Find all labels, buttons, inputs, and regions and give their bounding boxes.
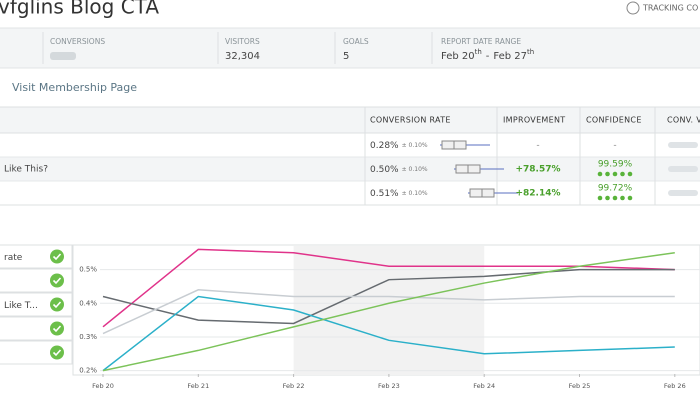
stat-label: REPORT DATE RANGE [441, 37, 521, 46]
series-line [102, 289, 675, 335]
confidence-dot [612, 171, 618, 177]
y-tick-label: 0.5% [79, 266, 97, 274]
x-tick-label: Feb 23 [378, 382, 400, 390]
rate: 0.51% [370, 189, 399, 199]
x-tick-label: Feb 22 [283, 382, 305, 390]
confidence-dot [627, 171, 633, 177]
variation-label: Like T... [4, 301, 38, 311]
column-header: CONV. VISITO [667, 116, 700, 125]
date-range: Feb 20th - Feb 27th [441, 48, 534, 62]
improvement: +82.14% [515, 189, 560, 199]
check-toggle[interactable] [50, 273, 64, 288]
confidence-dot [627, 195, 633, 201]
confidence: 99.59% [598, 160, 633, 170]
stats-band [0, 28, 700, 68]
range-start: Feb 20 [441, 51, 475, 62]
check-icon [52, 301, 62, 309]
x-tick-label: Feb 26 [664, 382, 686, 390]
check-toggle[interactable] [50, 297, 64, 312]
confidence-dot [597, 171, 603, 177]
table-header [0, 107, 700, 133]
confidence: - [613, 141, 616, 151]
confidence-dot [605, 171, 610, 177]
results-table [0, 106, 700, 206]
goal-name: Visit Membership Page [12, 81, 137, 94]
blurred-value [668, 142, 698, 148]
check-icon [52, 349, 62, 357]
stat-value: 32,304 [225, 51, 260, 62]
rate: 0.28% [370, 141, 399, 151]
series-line [102, 268, 675, 325]
range-suffix: th [475, 48, 482, 56]
column-header: CONFIDENCE [586, 116, 642, 125]
table-row-bg [0, 157, 700, 181]
blurred-value [668, 166, 698, 172]
check-toggle[interactable] [50, 345, 64, 360]
check-toggle[interactable] [50, 249, 64, 264]
stat-label: VISITORS [225, 37, 260, 46]
check-icon [52, 277, 62, 285]
column-header: CONVERSION RATE [370, 116, 451, 125]
column-header: IMPROVEMENT [503, 116, 565, 125]
x-tick-label: Feb 25 [569, 382, 591, 390]
blurred-value [668, 190, 698, 196]
plot: 0.2% 0.3% 0.4% 0.5% Feb 20 Feb 21 Feb 22 Feb 23… [79, 246, 700, 390]
series-line [102, 295, 675, 372]
confidence-dot [605, 195, 610, 201]
stat-label: CONVERSIONS [50, 37, 105, 46]
x-tick-label: Feb 21 [187, 382, 209, 390]
variation-name: Like This? [4, 165, 48, 175]
blurred-value [50, 52, 76, 60]
range-separator: - [486, 51, 490, 62]
improvement: - [536, 141, 539, 151]
rate-error: ± 0.10% [402, 166, 428, 173]
range-suffix: th [527, 48, 534, 56]
conversion-rate: 0.50% ± 0.10% [370, 165, 428, 175]
y-tick-label: 0.2% [79, 367, 97, 375]
x-tick-label: Feb 20 [92, 382, 114, 390]
y-tick-label: 0.3% [79, 333, 97, 341]
rate: 0.50% [370, 165, 399, 175]
x-tick-label: Feb 24 [473, 382, 495, 390]
stat-label: GOALS [343, 37, 369, 46]
stat-value: 5 [343, 51, 349, 62]
rate-error: ± 0.10% [402, 190, 428, 197]
y-tick-label: 0.4% [79, 299, 97, 307]
check-icon [52, 325, 62, 333]
tracking-icon[interactable] [626, 1, 640, 15]
series-line [102, 251, 675, 372]
tracking-link[interactable]: TRACKING CO [642, 4, 698, 13]
improvement: +78.57% [515, 165, 560, 175]
check-toggle[interactable] [50, 321, 64, 336]
page-title: vfglins Blog CTA [0, 0, 159, 19]
confidence-dot [597, 195, 603, 201]
confidence-dot [620, 171, 625, 177]
range-end: Feb 27 [493, 51, 527, 62]
confidence-dot [612, 195, 618, 201]
check-icon [52, 253, 62, 261]
variation-label: rate [4, 253, 23, 263]
conversion-rate: 0.51% ± 0.10% [370, 189, 428, 199]
highlight-band [293, 246, 485, 375]
confidence: 99.72% [598, 184, 633, 194]
rate-error: ± 0.10% [402, 142, 428, 149]
conversion-rate: 0.28% ± 0.10% [370, 141, 428, 151]
confidence-dot [620, 195, 625, 201]
